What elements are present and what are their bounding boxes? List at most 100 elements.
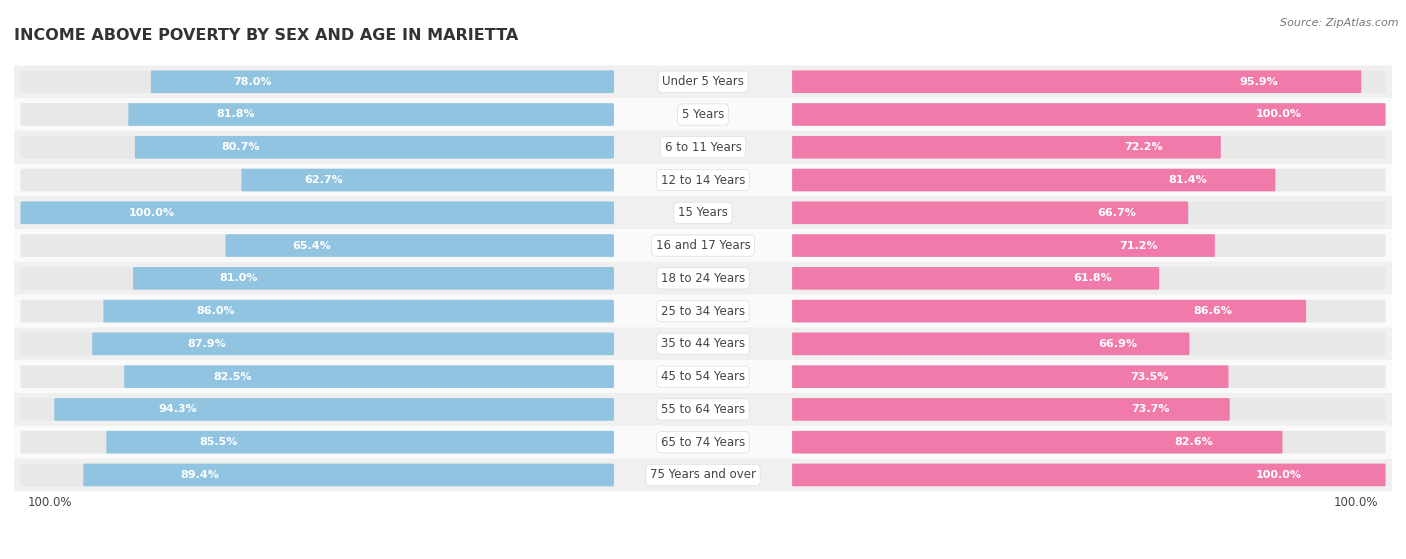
- FancyBboxPatch shape: [792, 366, 1229, 388]
- FancyBboxPatch shape: [21, 136, 614, 159]
- FancyBboxPatch shape: [792, 169, 1275, 191]
- FancyBboxPatch shape: [21, 463, 614, 486]
- FancyBboxPatch shape: [21, 201, 614, 224]
- FancyBboxPatch shape: [792, 103, 1385, 126]
- FancyBboxPatch shape: [21, 333, 614, 355]
- FancyBboxPatch shape: [14, 328, 1392, 360]
- FancyBboxPatch shape: [792, 201, 1385, 224]
- FancyBboxPatch shape: [14, 295, 1392, 328]
- FancyBboxPatch shape: [21, 398, 614, 421]
- Text: 6 to 11 Years: 6 to 11 Years: [665, 141, 741, 154]
- FancyBboxPatch shape: [792, 267, 1159, 290]
- FancyBboxPatch shape: [792, 333, 1385, 355]
- FancyBboxPatch shape: [21, 201, 614, 224]
- Text: 65.4%: 65.4%: [292, 240, 330, 250]
- Text: 73.5%: 73.5%: [1130, 372, 1168, 382]
- FancyBboxPatch shape: [792, 136, 1220, 159]
- Text: 45 to 54 Years: 45 to 54 Years: [661, 370, 745, 383]
- FancyBboxPatch shape: [104, 300, 614, 323]
- Text: 15 Years: 15 Years: [678, 206, 728, 219]
- FancyBboxPatch shape: [107, 431, 614, 453]
- Text: 80.7%: 80.7%: [221, 143, 260, 152]
- FancyBboxPatch shape: [14, 131, 1392, 164]
- Text: 81.0%: 81.0%: [219, 273, 259, 283]
- Text: 95.9%: 95.9%: [1239, 77, 1278, 87]
- Text: 35 to 44 Years: 35 to 44 Years: [661, 338, 745, 350]
- Text: 89.4%: 89.4%: [181, 470, 219, 480]
- Text: 82.6%: 82.6%: [1174, 437, 1213, 447]
- FancyBboxPatch shape: [792, 431, 1282, 453]
- FancyBboxPatch shape: [14, 262, 1392, 295]
- Text: INCOME ABOVE POVERTY BY SEX AND AGE IN MARIETTA: INCOME ABOVE POVERTY BY SEX AND AGE IN M…: [14, 28, 519, 43]
- FancyBboxPatch shape: [14, 164, 1392, 196]
- FancyBboxPatch shape: [14, 393, 1392, 426]
- Text: 86.0%: 86.0%: [197, 306, 235, 316]
- FancyBboxPatch shape: [135, 136, 614, 159]
- Text: 100.0%: 100.0%: [1256, 470, 1302, 480]
- FancyBboxPatch shape: [14, 360, 1392, 393]
- FancyBboxPatch shape: [21, 431, 614, 453]
- FancyBboxPatch shape: [242, 169, 614, 191]
- FancyBboxPatch shape: [792, 136, 1385, 159]
- FancyBboxPatch shape: [792, 300, 1306, 323]
- FancyBboxPatch shape: [83, 463, 614, 486]
- FancyBboxPatch shape: [134, 267, 614, 290]
- Text: 12 to 14 Years: 12 to 14 Years: [661, 173, 745, 187]
- FancyBboxPatch shape: [792, 431, 1385, 453]
- FancyBboxPatch shape: [21, 300, 614, 323]
- Text: 55 to 64 Years: 55 to 64 Years: [661, 403, 745, 416]
- Text: 73.7%: 73.7%: [1132, 404, 1170, 414]
- FancyBboxPatch shape: [792, 70, 1361, 93]
- FancyBboxPatch shape: [792, 398, 1230, 421]
- FancyBboxPatch shape: [792, 333, 1189, 355]
- FancyBboxPatch shape: [14, 65, 1392, 98]
- Text: 100.0%: 100.0%: [28, 496, 72, 509]
- FancyBboxPatch shape: [792, 267, 1385, 290]
- Text: 66.9%: 66.9%: [1098, 339, 1137, 349]
- FancyBboxPatch shape: [792, 234, 1215, 257]
- Text: 81.8%: 81.8%: [217, 110, 254, 120]
- Text: Under 5 Years: Under 5 Years: [662, 75, 744, 88]
- Text: 16 and 17 Years: 16 and 17 Years: [655, 239, 751, 252]
- Text: 61.8%: 61.8%: [1073, 273, 1112, 283]
- Text: 75 Years and over: 75 Years and over: [650, 468, 756, 481]
- FancyBboxPatch shape: [792, 463, 1385, 486]
- Text: 71.2%: 71.2%: [1119, 240, 1157, 250]
- FancyBboxPatch shape: [14, 98, 1392, 131]
- Text: 94.3%: 94.3%: [159, 404, 197, 414]
- FancyBboxPatch shape: [21, 103, 614, 126]
- Text: 66.7%: 66.7%: [1097, 208, 1136, 218]
- Text: 5 Years: 5 Years: [682, 108, 724, 121]
- FancyBboxPatch shape: [21, 366, 614, 388]
- FancyBboxPatch shape: [14, 229, 1392, 262]
- Text: 85.5%: 85.5%: [200, 437, 238, 447]
- Text: 100.0%: 100.0%: [1334, 496, 1378, 509]
- FancyBboxPatch shape: [792, 169, 1385, 191]
- Text: 82.5%: 82.5%: [212, 372, 252, 382]
- FancyBboxPatch shape: [150, 70, 614, 93]
- FancyBboxPatch shape: [21, 267, 614, 290]
- FancyBboxPatch shape: [14, 426, 1392, 458]
- Text: 72.2%: 72.2%: [1123, 143, 1163, 152]
- FancyBboxPatch shape: [21, 234, 614, 257]
- Text: 18 to 24 Years: 18 to 24 Years: [661, 272, 745, 285]
- FancyBboxPatch shape: [225, 234, 614, 257]
- FancyBboxPatch shape: [128, 103, 614, 126]
- Text: Source: ZipAtlas.com: Source: ZipAtlas.com: [1281, 18, 1399, 28]
- FancyBboxPatch shape: [14, 196, 1392, 229]
- Text: 62.7%: 62.7%: [304, 175, 343, 185]
- FancyBboxPatch shape: [124, 366, 614, 388]
- FancyBboxPatch shape: [93, 333, 614, 355]
- FancyBboxPatch shape: [55, 398, 614, 421]
- Text: 86.6%: 86.6%: [1194, 306, 1233, 316]
- FancyBboxPatch shape: [792, 103, 1385, 126]
- FancyBboxPatch shape: [21, 70, 614, 93]
- FancyBboxPatch shape: [792, 234, 1385, 257]
- Text: 65 to 74 Years: 65 to 74 Years: [661, 435, 745, 449]
- Text: 25 to 34 Years: 25 to 34 Years: [661, 305, 745, 318]
- FancyBboxPatch shape: [792, 366, 1385, 388]
- Text: 78.0%: 78.0%: [233, 77, 273, 87]
- FancyBboxPatch shape: [792, 398, 1385, 421]
- FancyBboxPatch shape: [14, 458, 1392, 491]
- FancyBboxPatch shape: [792, 300, 1385, 323]
